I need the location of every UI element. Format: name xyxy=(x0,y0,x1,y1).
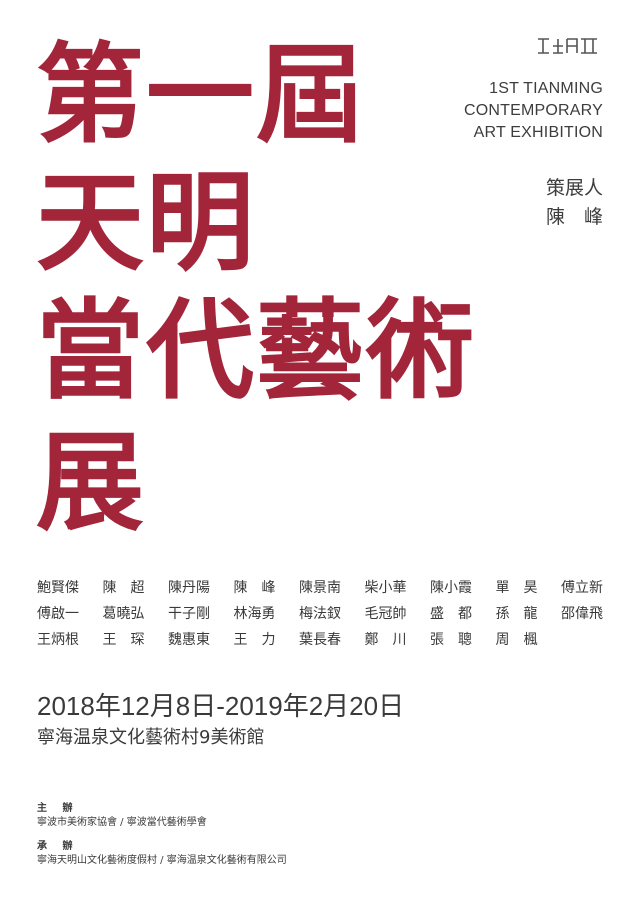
artist-name: 鮑賢傑 xyxy=(37,580,79,596)
artist-name: 陳小霞 xyxy=(430,580,472,596)
artist-name: 毛冠帥 xyxy=(364,606,407,622)
artist-name: 干子剛 xyxy=(168,606,210,622)
exhibition-venue: 寧海温泉文化藝術村9美術館 xyxy=(37,727,265,748)
artist-name: 王炳根 xyxy=(37,632,79,648)
english-title-line-1: 1ST TIANMING xyxy=(489,80,603,97)
exhibition-dates: 2018年12月8日-2019年2月20日 xyxy=(37,691,405,721)
artist-name: 陳景南 xyxy=(299,580,341,596)
artist-name: 王 力 xyxy=(233,632,276,648)
english-title-line-3: ART EXHIBITION xyxy=(473,124,603,141)
artist-name: 陳丹陽 xyxy=(168,580,210,596)
curator-label: 策展人 xyxy=(545,177,603,199)
artist-name: 傅立新 xyxy=(561,580,603,596)
english-title-line-2: CONTEMPORARY xyxy=(463,102,603,119)
organizer-block: 主 辦 寧波市美術家協會 / 寧波當代藝術學會 xyxy=(37,802,207,830)
coorganizer-label: 承 辦 xyxy=(37,841,79,852)
artist-list: 鮑賢傑 陳 超 陳丹陽 陳 峰 陳景南 柴小華 陳小霞 單 昊 傅立新傅啟一 葛曉弘 干子剛 林海勇 梅… xyxy=(37,578,617,651)
title-line-1: 第一屆 xyxy=(36,33,367,158)
artist-name: 周 楓 xyxy=(495,632,538,648)
artist-name: 孫 龍 xyxy=(495,606,538,622)
artist-name: 林海勇 xyxy=(233,606,276,622)
tianming-logo-icon xyxy=(538,38,597,54)
organizer-value: 寧波市美術家協會 / 寧波當代藝術學會 xyxy=(37,817,207,828)
artist-name: 盛 都 xyxy=(430,606,472,622)
artist-name: 張 聰 xyxy=(430,632,472,648)
artist-name: 陳 峰 xyxy=(233,580,276,596)
coorganizer-block: 承 辦 寧海天明山文化藝術度假村 / 寧海温泉文化藝術有限公司 xyxy=(37,840,287,868)
artist-name: 邵偉飛 xyxy=(561,606,603,622)
artist-name: 鄭 川 xyxy=(364,632,407,648)
artist-name: 傅啟一 xyxy=(37,606,79,622)
curator-name: 陳 峰 xyxy=(545,206,603,228)
title-line-2: 天明 xyxy=(36,161,257,286)
artist-name: 王 琛 xyxy=(102,632,145,648)
artist-name: 梅法釵 xyxy=(299,606,341,622)
artist-name: 魏惠東 xyxy=(168,632,210,648)
coorganizer-value: 寧海天明山文化藝術度假村 / 寧海温泉文化藝術有限公司 xyxy=(37,855,287,866)
title-line-3: 當代藝術 xyxy=(36,289,477,414)
artist-name: 柴小華 xyxy=(364,580,407,596)
title-line-4: 展 xyxy=(36,421,147,546)
english-title: 1ST TIANMING CONTEMPORARY ART EXHIBITION xyxy=(464,78,603,144)
organizer-label: 主 辦 xyxy=(37,803,79,814)
artist-name: 葉長春 xyxy=(299,632,341,648)
curator-block: 策展人 陳 峰 xyxy=(546,174,603,232)
artist-name: 葛曉弘 xyxy=(102,606,145,622)
artist-name: 單 昊 xyxy=(495,580,538,596)
artist-name: 陳 超 xyxy=(102,580,145,596)
